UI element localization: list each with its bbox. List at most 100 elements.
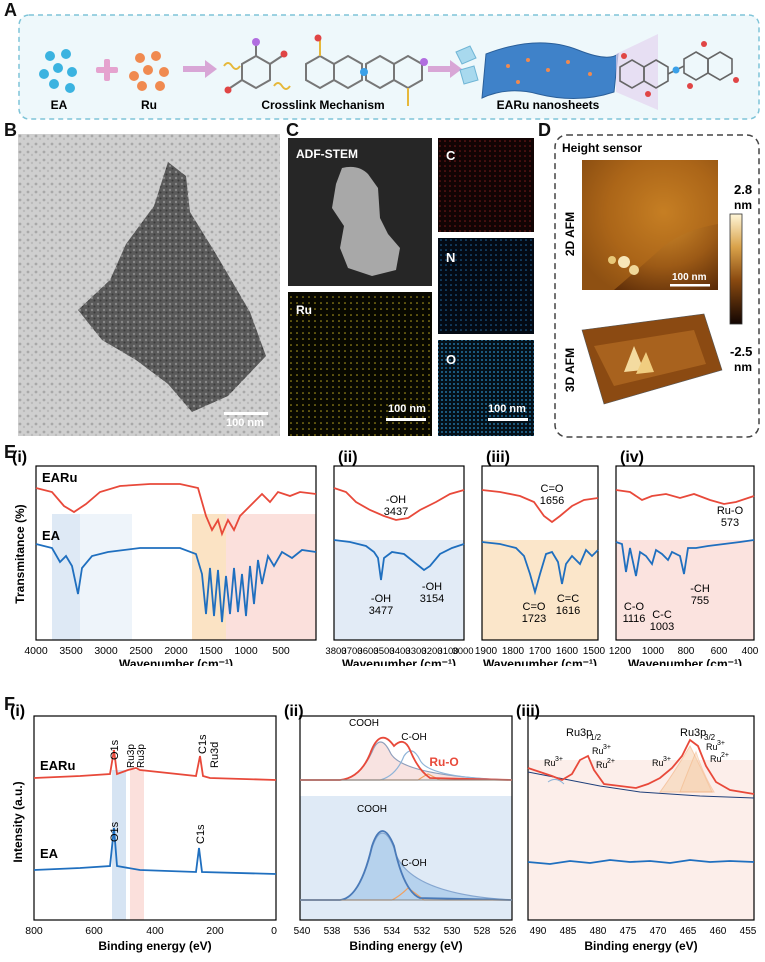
- ea-spectrum-i: [35, 543, 317, 623]
- svg-text:3+: 3+: [663, 756, 671, 763]
- svg-text:3000: 3000: [94, 645, 118, 657]
- svg-text:1500: 1500: [199, 645, 223, 657]
- xlabel-f-i: Binding energy (eV): [98, 939, 211, 953]
- svg-text:536: 536: [354, 926, 371, 937]
- ru-map-label: Ru: [296, 303, 312, 317]
- svg-text:C1s: C1s: [197, 734, 209, 754]
- svg-text:538: 538: [324, 926, 341, 937]
- xlabel-iii: Wavenumber (cm⁻¹): [483, 657, 597, 666]
- panel-a-scheme: EA Ru Crosslink Mechanism EARu nanosheet…: [18, 14, 760, 120]
- earu-xps-iii: [527, 738, 755, 795]
- svg-text:3400: 3400: [389, 646, 410, 657]
- series-earu-label-f: EARu: [40, 758, 75, 773]
- panel-label-c: C: [286, 120, 299, 140]
- ea-xps-i: [33, 827, 277, 875]
- svg-text:600: 600: [711, 646, 728, 657]
- svg-text:460: 460: [710, 926, 727, 937]
- svg-text:Ru: Ru: [706, 742, 718, 752]
- ticks-i: 4000 3500 3000 2500 2000 1500 1000 500: [24, 645, 290, 657]
- svg-text:1000: 1000: [234, 645, 258, 657]
- frame-iv: [615, 465, 755, 641]
- svg-text:3+: 3+: [717, 740, 725, 747]
- svg-text:480: 480: [590, 926, 607, 937]
- svg-text:475: 475: [620, 926, 637, 937]
- svg-text:-OH: -OH: [386, 494, 406, 506]
- afm-2d-label: 2D AFM: [563, 212, 577, 256]
- svg-text:-OH: -OH: [371, 593, 391, 605]
- svg-text:200: 200: [206, 925, 224, 937]
- sub-label-iii: (iii): [486, 449, 510, 466]
- svg-text:526: 526: [500, 926, 517, 937]
- xps-plot-i: O1s Ru3p Ru3p C1s Ru3d O1s C1s EARu EA 8…: [10, 703, 277, 953]
- xps-plot-ii: COOH C-OH Ru-O COOH C-OH 540 538 536 534…: [284, 703, 517, 953]
- svg-text:C=C: C=C: [557, 593, 579, 605]
- svg-text:534: 534: [384, 926, 401, 937]
- svg-text:2+: 2+: [607, 758, 615, 765]
- ftir-plot-i: EARu EA 4000 3500 3000 2500 2000 1500 10…: [12, 449, 317, 666]
- svg-text:540: 540: [294, 926, 311, 937]
- svg-text:C-OH: C-OH: [401, 858, 427, 869]
- nanosheet-flake: [78, 162, 266, 412]
- svg-text:Ru3d: Ru3d: [209, 742, 221, 768]
- ticks-ii: 3800 3700 3600 3500 3400 3300 3200 3100 …: [325, 646, 473, 657]
- svg-text:1800: 1800: [502, 646, 525, 657]
- scale-bar: [224, 412, 268, 415]
- xps-plot-iii: Ru3p 1/2 Ru3p 3/2 Ru 3+ Ru 3+ Ru 2+ Ru 3…: [516, 703, 757, 953]
- ticks-f-iii: 490 485 480 475 470 465 460 455: [530, 926, 757, 937]
- svg-text:3154: 3154: [420, 593, 444, 605]
- panel-label-f: F: [4, 694, 15, 714]
- nanosheet-graphic: [455, 34, 658, 110]
- cbar-min-unit: nm: [734, 360, 752, 374]
- earu-spectrum-iii: [481, 489, 599, 524]
- adf-stem-title: ADF-STEM: [296, 147, 358, 161]
- panel-b-tem-image: 100 nm: [18, 134, 280, 436]
- nanosheet-label: EARu nanosheets: [497, 98, 600, 112]
- svg-text:3437: 3437: [384, 506, 408, 518]
- svg-text:O1s: O1s: [109, 821, 121, 842]
- earu-xps-i: [33, 749, 277, 781]
- svg-text:1900: 1900: [475, 646, 498, 657]
- ea-label: EA: [51, 98, 68, 112]
- svg-text:Ru3p: Ru3p: [136, 744, 147, 768]
- svg-text:3700: 3700: [341, 646, 362, 657]
- svg-text:1200: 1200: [609, 646, 632, 657]
- panel-f-xps: Intensity (a.u.) O1s Ru3p Ru3p C1s Ru3d …: [10, 703, 757, 953]
- sub-label-iv: (iv): [620, 449, 644, 466]
- svg-text:3800: 3800: [325, 646, 346, 657]
- frame-ii: [333, 465, 465, 641]
- svg-text:500: 500: [272, 645, 290, 657]
- scale-bar-label: 100 nm: [226, 417, 264, 429]
- ticks-iv: 1200 1000 800 600 400: [609, 646, 759, 657]
- svg-text:1/2: 1/2: [590, 733, 602, 742]
- frame-i: [35, 465, 317, 641]
- xlabel-i: Wavenumber (cm⁻¹): [119, 657, 233, 666]
- svg-text:455: 455: [740, 926, 757, 937]
- svg-text:3477: 3477: [369, 605, 393, 617]
- earu-spectrum-ii: [333, 487, 465, 521]
- svg-text:Ru3p: Ru3p: [126, 744, 137, 768]
- svg-text:3100: 3100: [437, 646, 458, 657]
- svg-text:4000: 4000: [24, 645, 48, 657]
- afm-3d-label: 3D AFM: [563, 348, 577, 392]
- xlabel-iv: Wavenumber (cm⁻¹): [628, 657, 742, 666]
- series-ea-label-f: EA: [40, 846, 59, 861]
- svg-text:COOH: COOH: [349, 718, 379, 729]
- svg-text:3/2: 3/2: [704, 733, 716, 742]
- svg-text:C=O: C=O: [541, 483, 564, 495]
- ru-map: [288, 292, 432, 436]
- ru-dots: [129, 51, 169, 91]
- plus-icon: [96, 59, 118, 81]
- svg-text:3+: 3+: [555, 756, 563, 763]
- svg-text:C-O: C-O: [624, 601, 645, 613]
- ru-o-label: Ru-O: [429, 755, 458, 769]
- n-map-label: N: [446, 250, 455, 265]
- xlabel-f-iii: Binding energy (eV): [584, 939, 697, 953]
- ftir-plot-iv: Ru-O 573 C-O 1116 C-C 1003 -CH 755 1200 …: [609, 449, 759, 666]
- frame-f-ii: [299, 715, 513, 921]
- svg-text:530: 530: [444, 926, 461, 937]
- svg-text:1116: 1116: [623, 613, 646, 625]
- ticks-iii: 1900 1800 1700 1600 1500: [475, 646, 606, 657]
- xps-ylabel: Intensity (a.u.): [11, 781, 25, 862]
- ftir-plot-iii: C=O 1656 C=O 1723 C=C 1616 1900 1800 170…: [475, 449, 606, 666]
- svg-text:C=O: C=O: [523, 601, 546, 613]
